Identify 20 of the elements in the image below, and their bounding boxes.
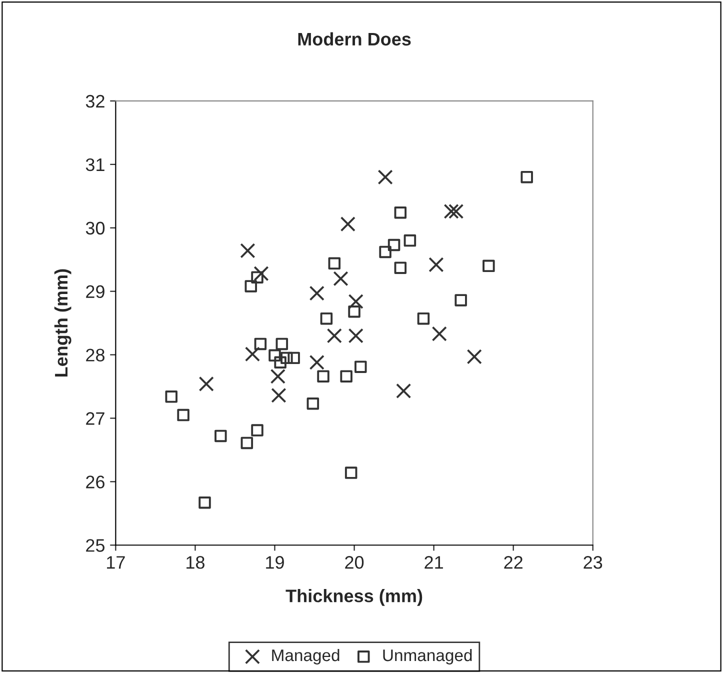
x-tick-label: 19 (266, 556, 284, 569)
x-tick-label: 22 (504, 556, 522, 569)
x-tick-label: 23 (584, 556, 602, 569)
chart-title: Modern Does (298, 32, 411, 46)
y-tick-label: 27 (86, 412, 104, 425)
y-tick-label: 30 (86, 222, 105, 235)
y-tick-label: 32 (86, 94, 104, 108)
x-tick-label: 21 (424, 556, 443, 569)
x-axis-title: Thickness (mm) (286, 589, 422, 606)
x-tick-label: 17 (107, 556, 125, 569)
legend-label: Unmanaged (383, 648, 472, 664)
legend-label: Managed (272, 648, 340, 664)
y-axis-title: Length (mm) (54, 269, 72, 376)
y-tick-label: 31 (86, 158, 104, 172)
y-tick-label: 26 (86, 476, 104, 488)
y-tick-label: 25 (86, 539, 105, 552)
y-tick-label: 29 (86, 285, 104, 298)
x-tick-label: 20 (345, 556, 364, 569)
x-tick-label: 18 (186, 556, 204, 569)
y-tick-label: 28 (86, 348, 104, 362)
